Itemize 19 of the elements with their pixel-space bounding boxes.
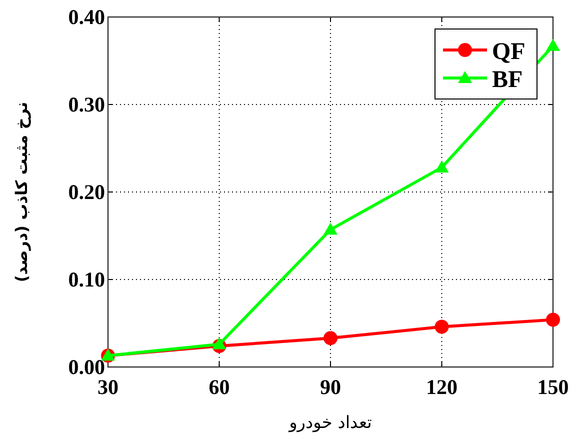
point	[434, 320, 449, 334]
y-tick-label: 0.30	[68, 92, 105, 116]
y-tick-label: 0.10	[68, 268, 105, 292]
legend-label: BF	[492, 67, 523, 93]
x-tick-label: 90	[320, 375, 341, 399]
legend-label: QF	[492, 39, 526, 65]
x-axis-title: تعداد خودرو	[288, 413, 372, 433]
x-tick-label: 150	[537, 375, 569, 399]
point	[324, 222, 338, 235]
x-tick-label: 120	[426, 375, 458, 399]
y-tick-label: 0.40	[68, 5, 105, 29]
point	[434, 160, 449, 172]
y-axis-title: نرخ مثبت کاذب (درصد)	[12, 102, 31, 282]
point	[546, 312, 560, 327]
point	[212, 337, 226, 350]
x-tick-label: 60	[208, 375, 230, 399]
point	[324, 331, 338, 346]
point	[546, 38, 560, 51]
y-tick-label: 0.20	[68, 180, 105, 204]
